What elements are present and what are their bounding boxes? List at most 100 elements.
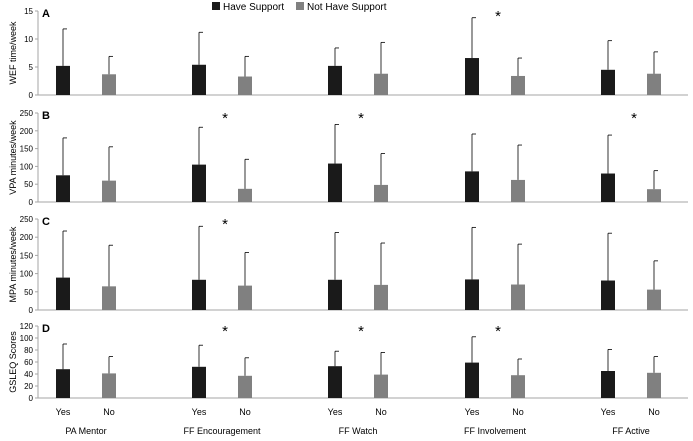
legend-swatch-not-have-support	[296, 2, 304, 10]
bar	[238, 76, 252, 95]
y-tick-label: 0	[29, 91, 34, 100]
x-sub-label-yes: Yes	[56, 407, 71, 417]
x-category-label: PA Mentor	[65, 426, 106, 436]
bar	[465, 171, 479, 202]
y-axis-label: VPA minutes/week	[8, 120, 18, 195]
bar	[102, 286, 116, 310]
bar	[328, 163, 342, 202]
x-category-label: FF Encouragement	[183, 426, 261, 436]
y-tick-label: 100	[20, 334, 34, 343]
bar	[511, 179, 525, 202]
bar	[238, 375, 252, 398]
bar	[374, 374, 388, 398]
bar	[601, 69, 615, 95]
significance-star: *	[495, 323, 501, 340]
y-tick-label: 100	[20, 162, 34, 171]
bar	[192, 64, 206, 95]
bar	[328, 279, 342, 310]
y-tick-label: 0	[29, 198, 34, 207]
bar	[328, 366, 342, 398]
bar	[511, 75, 525, 95]
y-tick-label: 80	[24, 346, 33, 355]
panel-b: 0 50 100 150 200 250 B VPA minutes/week * * *	[8, 109, 688, 207]
bar	[601, 371, 615, 398]
y-tick-label: 10	[24, 35, 33, 44]
bar	[465, 279, 479, 310]
y-tick-label: 200	[20, 233, 34, 242]
bar	[192, 164, 206, 202]
bar	[56, 65, 70, 95]
y-tick-label: 150	[20, 251, 34, 260]
panel-c: 0 50 100 150 200 250 C MPA minutes/week *	[8, 215, 688, 315]
y-tick-label: 250	[20, 215, 34, 224]
bar	[601, 173, 615, 202]
bar	[238, 285, 252, 310]
x-category-label: FF Involvement	[464, 426, 527, 436]
panel-d: 0 20 40 60 80 100 120 D GSLEQ Scores * * *	[8, 322, 688, 403]
x-sub-label-no: No	[103, 407, 115, 417]
y-tick-label: 100	[20, 270, 34, 279]
bar	[56, 369, 70, 398]
y-tick-label: 40	[24, 370, 33, 379]
significance-star: *	[222, 323, 228, 340]
bar	[102, 74, 116, 95]
y-tick-label: 150	[20, 145, 34, 154]
y-tick-label: 250	[20, 109, 34, 118]
y-axis-label: WEF time/week	[8, 21, 18, 85]
bar	[647, 372, 661, 398]
panel-letter: C	[42, 216, 50, 228]
bar	[374, 73, 388, 95]
x-sub-label-no: No	[648, 407, 660, 417]
bar	[238, 188, 252, 202]
y-tick-label: 50	[24, 180, 33, 189]
bar	[511, 284, 525, 310]
bar	[192, 366, 206, 398]
y-tick-label: 15	[24, 7, 33, 16]
x-sub-label-no: No	[512, 407, 524, 417]
significance-star: *	[358, 110, 364, 127]
legend-label-have-support: Have Support	[223, 2, 284, 13]
y-tick-label: 200	[20, 127, 34, 136]
bar	[102, 180, 116, 202]
x-sub-label-yes: Yes	[465, 407, 480, 417]
bar	[192, 279, 206, 310]
panel-a: 0 5 10 15 A WEF time/week *	[8, 7, 688, 100]
y-tick-label: 50	[24, 288, 33, 297]
bar	[647, 73, 661, 95]
x-category-label: FF Watch	[339, 426, 378, 436]
legend-label-not-have-support: Not Have Support	[307, 2, 387, 13]
y-tick-label: 120	[20, 322, 34, 331]
y-tick-label: 0	[29, 306, 34, 315]
significance-star: *	[495, 8, 501, 25]
panel-letter: B	[42, 110, 50, 122]
bar	[511, 375, 525, 398]
bar	[328, 65, 342, 95]
legend: Have Support Not Have Support	[212, 2, 387, 13]
y-axis-label: MPA minutes/week	[8, 226, 18, 302]
panel-letter: D	[42, 323, 50, 335]
bar	[102, 373, 116, 398]
y-axis-label: GSLEQ Scores	[8, 331, 18, 393]
bar	[465, 58, 479, 95]
significance-star: *	[222, 110, 228, 127]
bar	[647, 189, 661, 202]
y-tick-label: 0	[29, 394, 34, 403]
x-sub-label-no: No	[239, 407, 251, 417]
bar	[56, 277, 70, 310]
y-tick-label: 20	[24, 382, 33, 391]
significance-star: *	[631, 110, 637, 127]
x-category-label: FF Active	[612, 426, 650, 436]
x-axis-labels: Yes No PA Mentor Yes No FF Encouragement Yes No…	[56, 407, 660, 436]
bar	[465, 362, 479, 398]
legend-swatch-have-support	[212, 2, 220, 10]
panel-letter: A	[42, 8, 50, 20]
significance-star: *	[222, 216, 228, 233]
bar	[374, 284, 388, 310]
bar	[601, 280, 615, 310]
significance-star: *	[358, 323, 364, 340]
y-tick-label: 5	[29, 63, 34, 72]
x-sub-label-yes: Yes	[192, 407, 207, 417]
bar	[647, 289, 661, 310]
bar	[374, 184, 388, 202]
